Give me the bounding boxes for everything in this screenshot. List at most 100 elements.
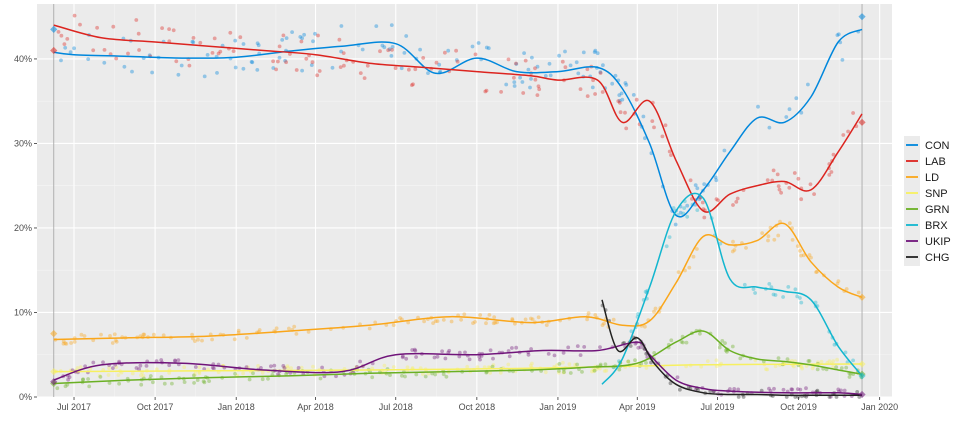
poll-dot-ld xyxy=(196,337,200,342)
minor-gridlines xyxy=(37,4,892,397)
poll-dot-ld xyxy=(809,255,813,260)
poll-dot-con xyxy=(470,44,475,49)
poll-dot-grn xyxy=(151,380,155,385)
poll-dot-con xyxy=(547,61,552,66)
poll-dot-con xyxy=(678,210,683,215)
poll-dot-lab xyxy=(787,185,792,190)
trend-line-ukip xyxy=(53,341,863,396)
poll-dot-lab xyxy=(342,63,346,68)
poll-dot-grn xyxy=(839,366,844,370)
legend-label-lab: LAB xyxy=(925,156,946,168)
poll-dot-lab xyxy=(512,75,516,80)
poll-dot-ukip xyxy=(636,345,641,350)
poll-dot-con xyxy=(280,38,285,42)
poll-dot-ukip xyxy=(210,365,215,370)
poll-dot-ukip xyxy=(358,359,362,364)
poll-dot-con xyxy=(526,67,531,72)
poll-dot-brx xyxy=(798,296,802,300)
result-marker-ukip xyxy=(50,378,58,386)
poll-dot-snp xyxy=(139,373,143,378)
poll-dot-ld xyxy=(82,334,87,338)
poll-dot-grn xyxy=(723,341,727,345)
poll-dot-snp xyxy=(285,364,290,368)
poll-dot-lab xyxy=(535,93,540,97)
poll-dot-con xyxy=(387,47,392,52)
poll-dot-con xyxy=(402,51,407,55)
poll-dot-ld xyxy=(236,328,241,333)
poll-dot-ld xyxy=(530,317,535,322)
poll-dot-chg xyxy=(741,395,746,399)
poll-dot-snp xyxy=(154,367,159,372)
poll-dot-ld xyxy=(815,269,819,274)
poll-dot-ld xyxy=(193,339,197,343)
poll-dot-ukip xyxy=(269,364,273,369)
poll-dot-lab xyxy=(137,48,142,52)
poll-dot-con xyxy=(535,64,540,69)
poll-dot-brx xyxy=(695,208,700,213)
poll-dot-ld xyxy=(730,249,735,254)
poll-dot-grn xyxy=(86,377,90,381)
poll-dot-con xyxy=(530,55,534,60)
poll-dot-ukip xyxy=(675,375,680,380)
poll-dot-lab xyxy=(378,49,382,54)
poll-dot-brx xyxy=(664,244,669,249)
poll-dot-con xyxy=(563,49,567,54)
poll-dot-ld xyxy=(529,316,533,321)
poll-dot-ukip xyxy=(732,387,737,391)
poll-dot-lab xyxy=(616,99,621,103)
poll-dot-snp xyxy=(506,362,511,367)
poll-dot-ld xyxy=(449,319,454,324)
poll-dot-ukip xyxy=(276,372,280,376)
poll-dot-snp xyxy=(311,364,315,369)
poll-dot-grn xyxy=(207,379,212,383)
poll-dot-ld xyxy=(787,221,792,226)
x-tick-label: Oct 2019 xyxy=(780,402,817,412)
poll-dot-lab xyxy=(315,73,320,78)
poll-dot-lab xyxy=(771,168,776,173)
poll-dot-con xyxy=(284,36,289,40)
poll-dot-ukip xyxy=(798,387,803,392)
poll-dot-grn xyxy=(844,365,849,370)
poll-dot-snp xyxy=(114,365,119,369)
x-tick-label: Jul 2018 xyxy=(379,402,413,412)
poll-dot-brx xyxy=(769,285,774,289)
trend-line-lab xyxy=(53,24,863,213)
poll-dot-lab xyxy=(65,37,70,41)
poll-dot-ld xyxy=(799,253,803,258)
poll-dot-grn xyxy=(681,340,685,345)
poll-dot-lab xyxy=(624,126,629,131)
poll-dot-lab xyxy=(362,76,367,80)
poll-dot-grn xyxy=(568,371,573,375)
poll-dot-con xyxy=(102,60,107,65)
poll-dot-ukip xyxy=(320,365,324,370)
poll-dot-lab xyxy=(735,196,740,201)
poll-dot-brx xyxy=(843,350,848,355)
poll-dot-ukip xyxy=(566,345,571,350)
y-tick-label: 0% xyxy=(19,392,32,402)
poll-dot-grn xyxy=(403,374,407,379)
poll-dot-con xyxy=(512,84,517,88)
poll-dot-ukip xyxy=(546,352,551,356)
poll-dot-lab xyxy=(792,171,797,175)
poll-dot-grn xyxy=(284,372,288,376)
poll-dot-snp xyxy=(792,364,796,369)
poll-dot-con xyxy=(518,75,522,80)
poll-dot-ukip xyxy=(138,363,143,368)
poll-dot-snp xyxy=(626,359,630,364)
poll-dot-lab xyxy=(585,67,590,72)
poll-dot-grn xyxy=(807,359,812,363)
poll-dot-ukip xyxy=(167,363,172,368)
poll-dot-ld xyxy=(491,321,496,326)
poll-dot-ld xyxy=(110,341,115,345)
poll-dot-ukip xyxy=(334,374,338,379)
poll-dot-con xyxy=(767,125,772,130)
poll-dot-ukip xyxy=(144,364,149,368)
poll-dot-con xyxy=(693,183,698,188)
poll-dot-ukip xyxy=(561,351,566,355)
poll-dot-lab xyxy=(533,66,537,71)
poll-dot-ld xyxy=(495,320,499,325)
poll-dot-chg xyxy=(736,395,741,399)
poll-dot-lab xyxy=(775,172,780,177)
poll-dot-ld xyxy=(152,332,156,337)
poll-dot-con xyxy=(581,50,586,55)
